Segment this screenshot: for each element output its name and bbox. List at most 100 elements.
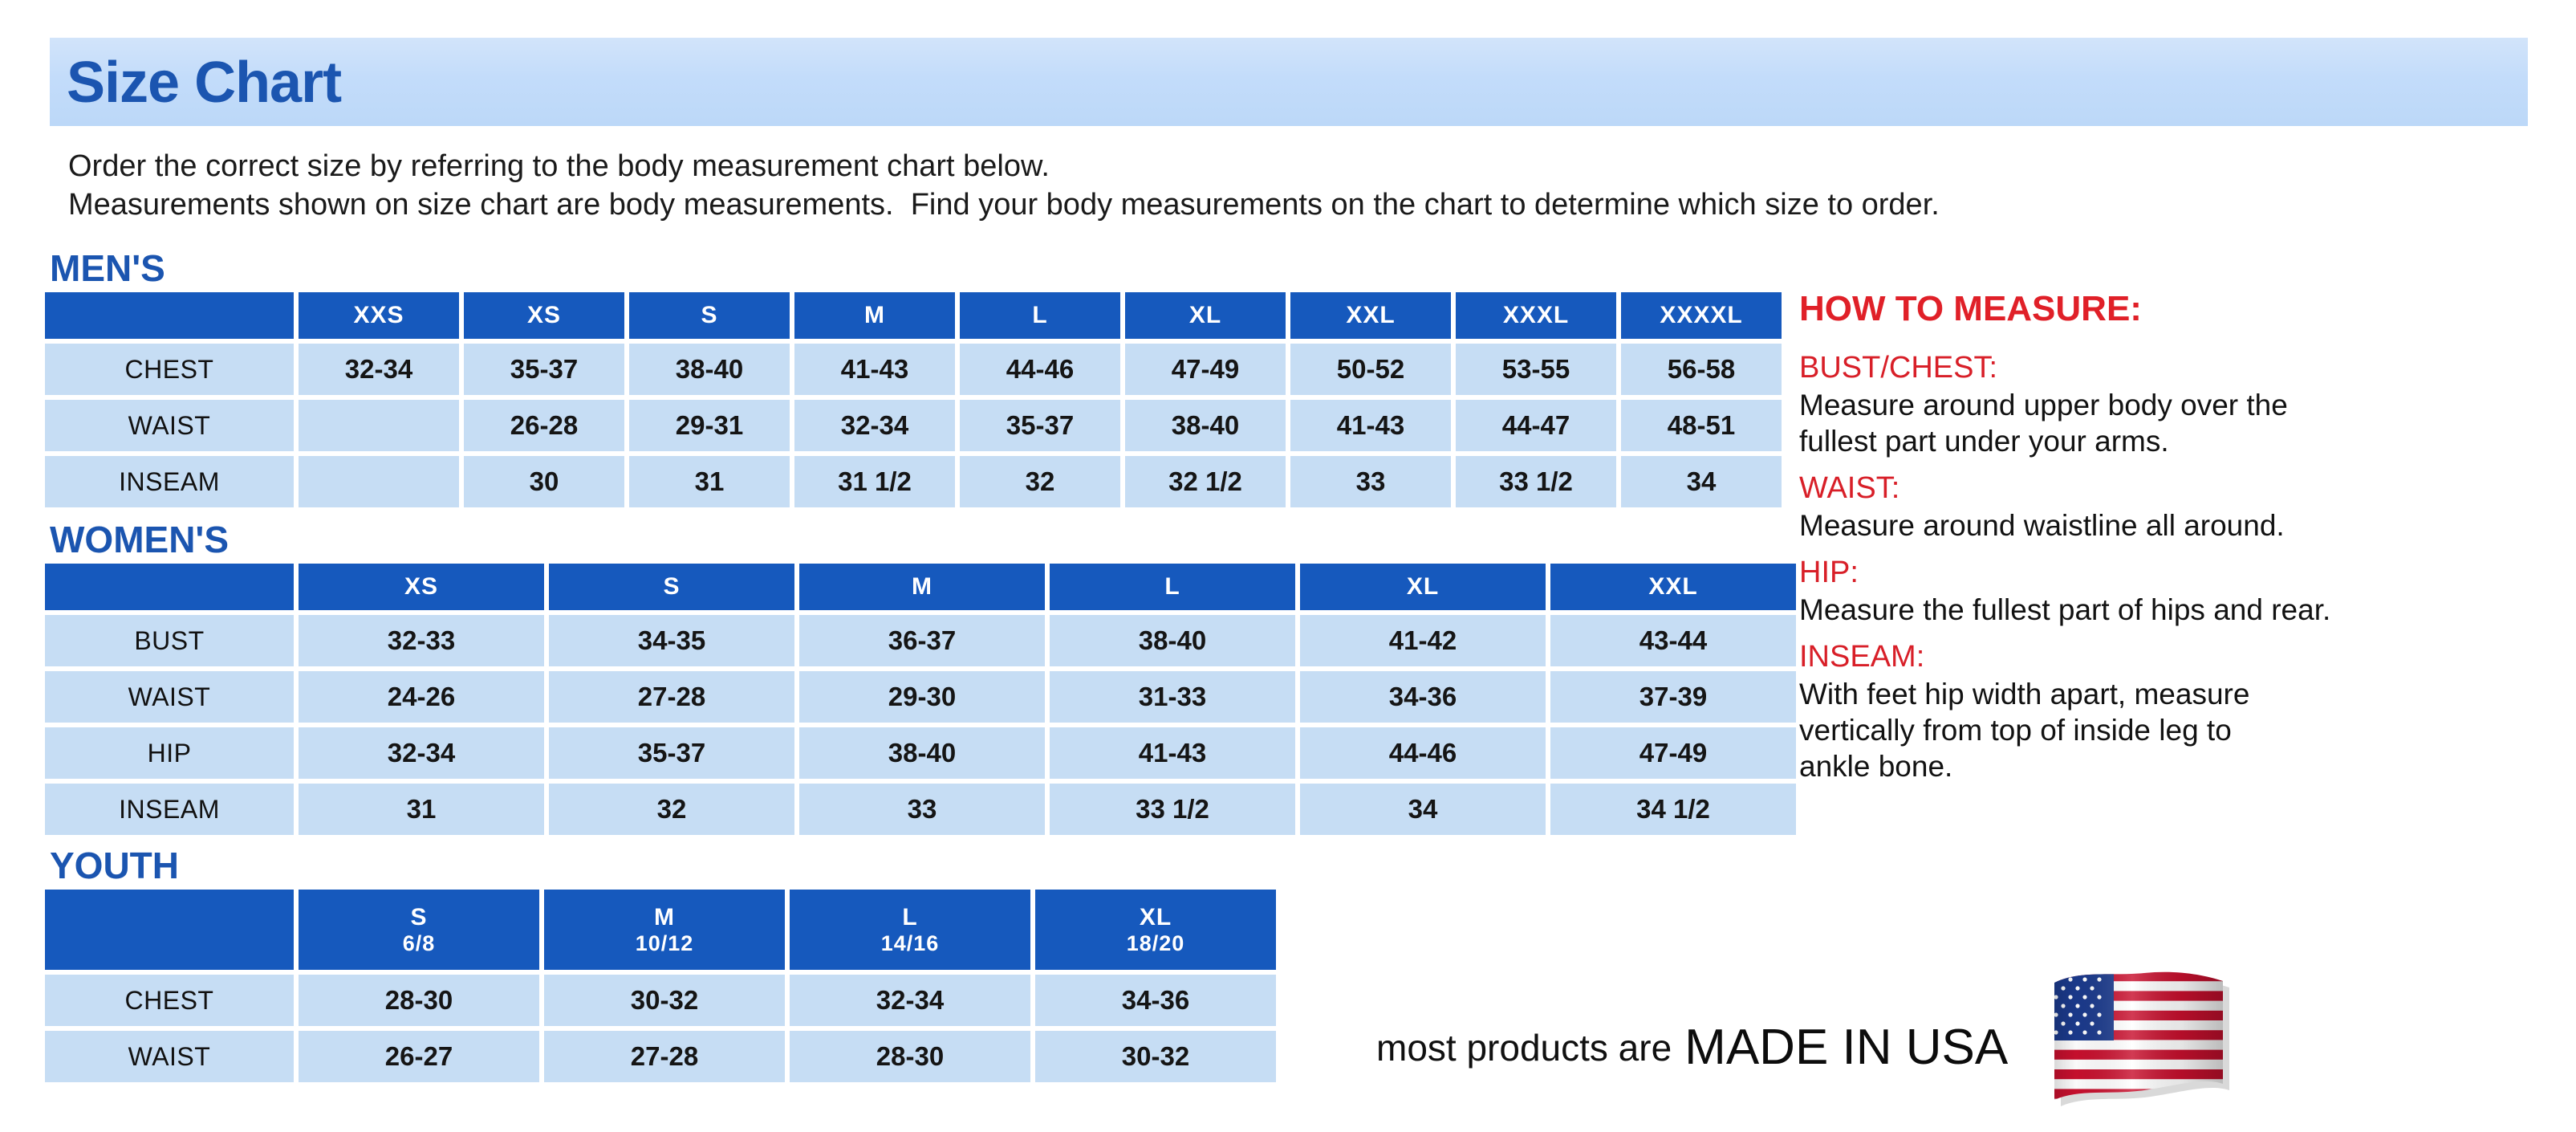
youth-size-table: S 6/8 M 10/12 L 14/16 XL 18/20 CHES — [40, 885, 1281, 1087]
mens-corner-cell — [45, 292, 294, 339]
table-row: CHEST 32-34 35-37 38-40 41-43 44-46 47-4… — [45, 344, 1782, 395]
mens-row-label-chest: CHEST — [45, 344, 294, 395]
womens-cell: 34 — [1300, 784, 1546, 835]
intro-paragraph: Order the correct size by referring to t… — [68, 147, 1940, 224]
mens-col-xxs: XXS — [299, 292, 459, 339]
intro-line-1: Order the correct size by referring to t… — [68, 149, 1050, 183]
womens-cell: 31-33 — [1050, 671, 1295, 723]
womens-row-label-waist: WAIST — [45, 671, 294, 723]
womens-cell: 47-49 — [1550, 727, 1796, 779]
term-bust-chest: BUST/CHEST: — [1799, 351, 1998, 385]
womens-cell: 32-34 — [299, 727, 544, 779]
womens-cell: 32 — [549, 784, 794, 835]
womens-row-label-bust: BUST — [45, 615, 294, 666]
womens-cell: 43-44 — [1550, 615, 1796, 666]
womens-cell: 34 1/2 — [1550, 784, 1796, 835]
mens-cell: 30 — [464, 456, 624, 507]
mens-col-xl: XL — [1125, 292, 1286, 339]
womens-cell: 29-30 — [799, 671, 1045, 723]
womens-cell: 36-37 — [799, 615, 1045, 666]
womens-cell: 38-40 — [799, 727, 1045, 779]
table-row: BUST 32-33 34-35 36-37 38-40 41-42 43-44 — [45, 615, 1796, 666]
mens-col-xs: XS — [464, 292, 624, 339]
youth-col-m-size: M — [654, 904, 675, 930]
table-row: WAIST 26-28 29-31 32-34 35-37 38-40 41-4… — [45, 400, 1782, 451]
how-to-measure-title: HOW TO MEASURE: — [1799, 289, 2142, 328]
table-row: WAIST 24-26 27-28 29-30 31-33 34-36 37-3… — [45, 671, 1796, 723]
section-heading-womens: WOMEN'S — [50, 519, 230, 560]
term-hip: HIP: — [1799, 556, 1859, 589]
mens-cell: 29-31 — [629, 400, 790, 451]
table-row: INSEAM 30 31 31 1/2 32 32 1/2 33 33 1/2 … — [45, 456, 1782, 507]
mens-cell — [299, 456, 459, 507]
youth-col-xl: XL 18/20 — [1035, 890, 1276, 970]
how-to-measure-item-bust-chest: BUST/CHEST: Measure around upper body ov… — [1799, 348, 2562, 459]
womens-size-table: XS S M L XL XXL BUST 32-33 34-35 36-37 3… — [40, 559, 1801, 840]
term-inseam: INSEAM: — [1799, 640, 1925, 674]
youth-col-s-ages: 6/8 — [402, 931, 436, 955]
youth-col-xl-ages: 18/20 — [1126, 931, 1185, 955]
mens-cell: 26-28 — [464, 400, 624, 451]
womens-col-s: S — [549, 564, 794, 610]
youth-row-label-waist: WAIST — [45, 1031, 294, 1082]
mens-cell: 32-34 — [299, 344, 459, 395]
mens-cell: 41-43 — [1290, 400, 1451, 451]
table-header-row: XXS XS S M L XL XXL XXXL XXXXL — [45, 292, 1782, 339]
mens-cell: 32 — [960, 456, 1120, 507]
womens-row-label-hip: HIP — [45, 727, 294, 779]
womens-row-label-inseam: INSEAM — [45, 784, 294, 835]
womens-cell: 27-28 — [549, 671, 794, 723]
womens-corner-cell — [45, 564, 294, 610]
mens-cell: 47-49 — [1125, 344, 1286, 395]
mens-cell: 31 — [629, 456, 790, 507]
mens-cell: 44-47 — [1456, 400, 1616, 451]
how-to-measure-panel: HOW TO MEASURE: BUST/CHEST: Measure arou… — [1799, 289, 2562, 794]
youth-col-xl-size: XL — [1139, 904, 1172, 930]
desc-line: With feet hip width apart, measure — [1799, 678, 2250, 711]
mens-cell: 35-37 — [464, 344, 624, 395]
womens-cell: 38-40 — [1050, 615, 1295, 666]
term-waist: WAIST: — [1799, 471, 1900, 505]
womens-cell: 31 — [299, 784, 544, 835]
table-row: HIP 32-34 35-37 38-40 41-43 44-46 47-49 — [45, 727, 1796, 779]
womens-col-l: L — [1050, 564, 1295, 610]
table-row: CHEST 28-30 30-32 32-34 34-36 — [45, 975, 1276, 1026]
mens-row-label-waist: WAIST — [45, 400, 294, 451]
youth-col-m-ages: 10/12 — [635, 931, 694, 955]
youth-col-s: S 6/8 — [299, 890, 539, 970]
desc-line: Measure around waistline all around. — [1799, 509, 2285, 542]
womens-cell: 37-39 — [1550, 671, 1796, 723]
mens-cell: 32 1/2 — [1125, 456, 1286, 507]
mens-cell: 34 — [1621, 456, 1782, 507]
table-header-row: S 6/8 M 10/12 L 14/16 XL 18/20 — [45, 890, 1276, 970]
desc-line: ankle bone. — [1799, 750, 1953, 783]
how-to-measure-item-hip: HIP: Measure the fullest part of hips an… — [1799, 553, 2562, 628]
section-heading-youth: YOUTH — [50, 845, 179, 886]
womens-cell: 41-43 — [1050, 727, 1295, 779]
youth-cell: 32-34 — [790, 975, 1030, 1026]
desc-line: Measure the fullest part of hips and rea… — [1799, 593, 2331, 626]
mens-cell — [299, 400, 459, 451]
womens-col-m: M — [799, 564, 1045, 610]
youth-col-l-size: L — [902, 904, 918, 930]
desc-waist: Measure around waistline all around. — [1799, 507, 2562, 544]
mens-cell: 41-43 — [794, 344, 955, 395]
mens-cell: 53-55 — [1456, 344, 1616, 395]
desc-bust-chest: Measure around upper body over the fulle… — [1799, 387, 2562, 459]
womens-cell: 41-42 — [1300, 615, 1546, 666]
mens-cell: 38-40 — [1125, 400, 1286, 451]
mens-col-l: L — [960, 292, 1120, 339]
table-row: INSEAM 31 32 33 33 1/2 34 34 1/2 — [45, 784, 1796, 835]
mens-cell: 56-58 — [1621, 344, 1782, 395]
intro-line-2: Measurements shown on size chart are bod… — [68, 188, 1940, 222]
youth-cell: 30-32 — [1035, 1031, 1276, 1082]
youth-col-l: L 14/16 — [790, 890, 1030, 970]
mens-cell: 33 — [1290, 456, 1451, 507]
womens-cell: 24-26 — [299, 671, 544, 723]
how-to-measure-item-inseam: INSEAM: With feet hip width apart, measu… — [1799, 637, 2562, 784]
desc-hip: Measure the fullest part of hips and rea… — [1799, 592, 2562, 628]
womens-cell: 34-36 — [1300, 671, 1546, 723]
youth-cell: 28-30 — [790, 1031, 1030, 1082]
mens-row-label-inseam: INSEAM — [45, 456, 294, 507]
